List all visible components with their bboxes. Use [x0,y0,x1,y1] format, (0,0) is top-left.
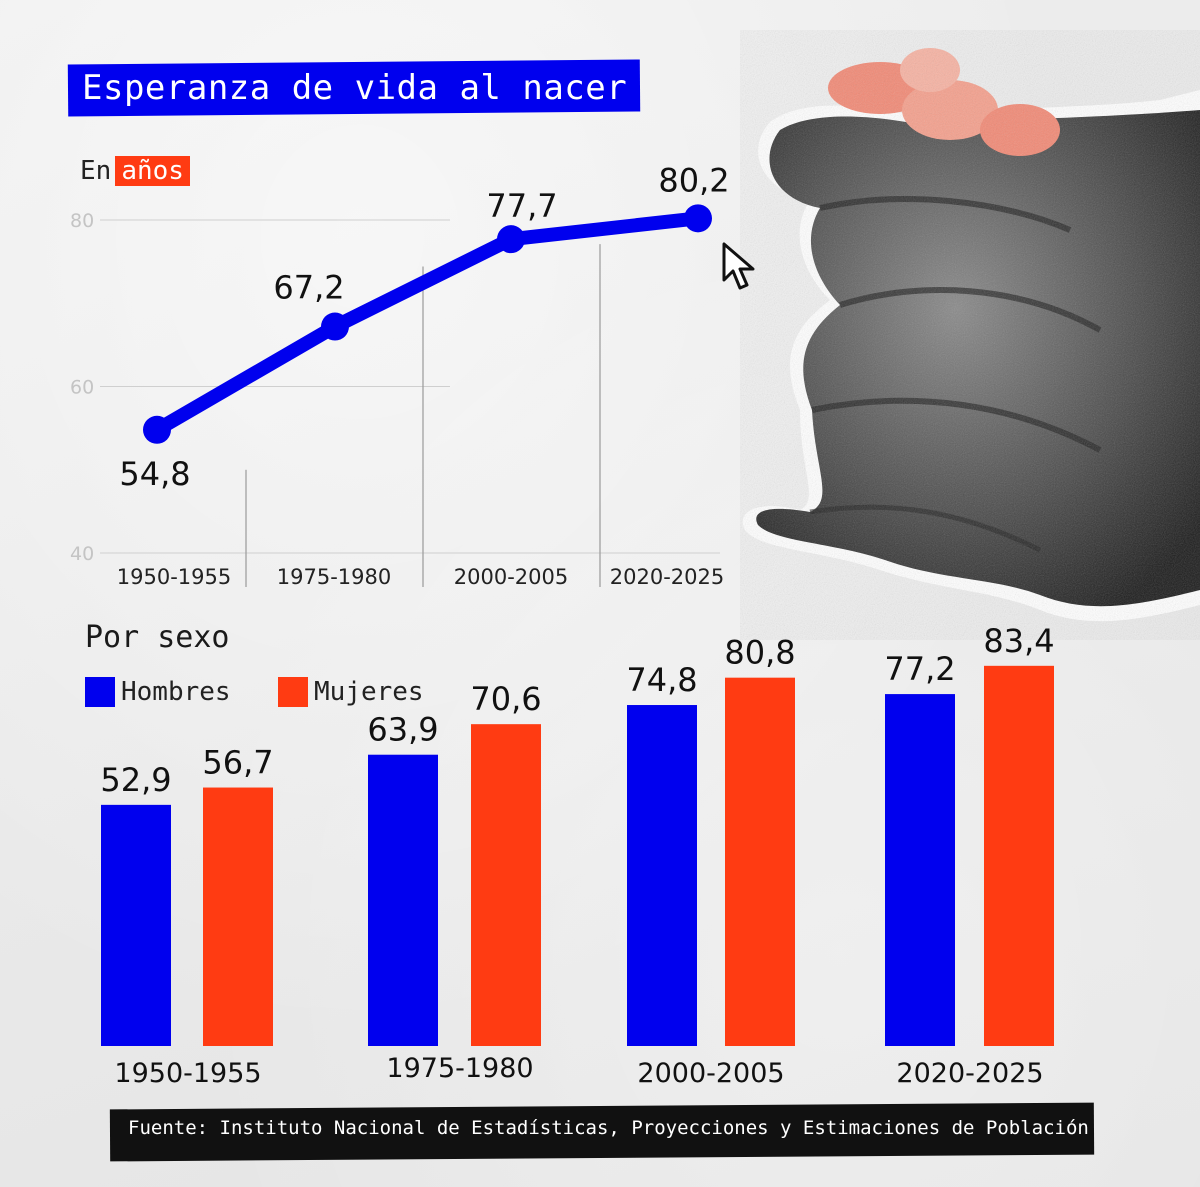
source-text: Fuente: Instituto Nacional de Estadístic… [128,1117,1089,1139]
bar-data-label: 80,8 [724,634,795,672]
bar-mujeres [725,677,795,1046]
chart-title: Esperanza de vida al nacer [82,68,628,108]
bar-data-label: 63,9 [367,711,438,749]
x-tick-label: 1950-1955 [117,565,231,589]
subtitle-highlight: años [115,156,190,186]
bar-chart-title: Por sexo [85,620,230,655]
line-data-label: 54,8 [119,455,190,493]
bar-mujeres [471,724,541,1046]
hand-illustration [740,30,1200,640]
line-series-path [150,211,705,437]
bar-data-label: 77,2 [884,650,955,688]
bar-category-label: 2000-2005 [637,1058,784,1089]
bar-hombres [885,694,955,1046]
bar-hombres [101,804,171,1046]
bar-hombres [368,754,438,1046]
line-point [143,415,171,444]
y-tick-label: 80 [70,210,94,232]
line-data-label: 67,2 [273,269,344,307]
x-tick-label: 1975-1980 [277,565,391,589]
bar-mujeres [203,787,273,1046]
bar-hombres [627,705,697,1046]
legend-label-hombres: Hombres [121,677,231,707]
bar-category-label: 1950-1955 [114,1058,261,1089]
bar-data-label: 70,6 [470,680,541,718]
line-data-label: 80,2 [658,161,729,199]
chart-subtitle: En años [80,153,190,189]
cursor-arrow-icon [722,242,755,290]
bar-category-label: 2020-2025 [896,1058,1043,1089]
x-tick-label: 2020-2025 [610,565,724,589]
bar-mujeres [984,665,1054,1046]
y-tick-label: 40 [70,543,94,565]
line-point [321,312,349,341]
legend-label-mujeres: Mujeres [314,677,424,707]
legend-swatch-mujeres [278,677,308,707]
x-tick-label: 2000-2005 [454,565,568,589]
bar-data-label: 52,9 [100,761,171,799]
line-data-label: 77,7 [486,187,557,225]
legend-item-mujeres: Mujeres [278,676,424,708]
bar-data-label: 74,8 [626,661,697,699]
y-tick-label: 60 [70,377,94,399]
subtitle-prefix: En [80,156,112,186]
bar-data-label: 56,7 [202,744,273,782]
bar-data-label: 83,4 [983,622,1054,660]
legend-item-hombres: Hombres [85,676,231,708]
line-point [684,204,712,233]
bar-category-label: 1975-1980 [386,1053,533,1084]
legend-swatch-hombres [85,677,115,707]
line-point [497,225,525,254]
